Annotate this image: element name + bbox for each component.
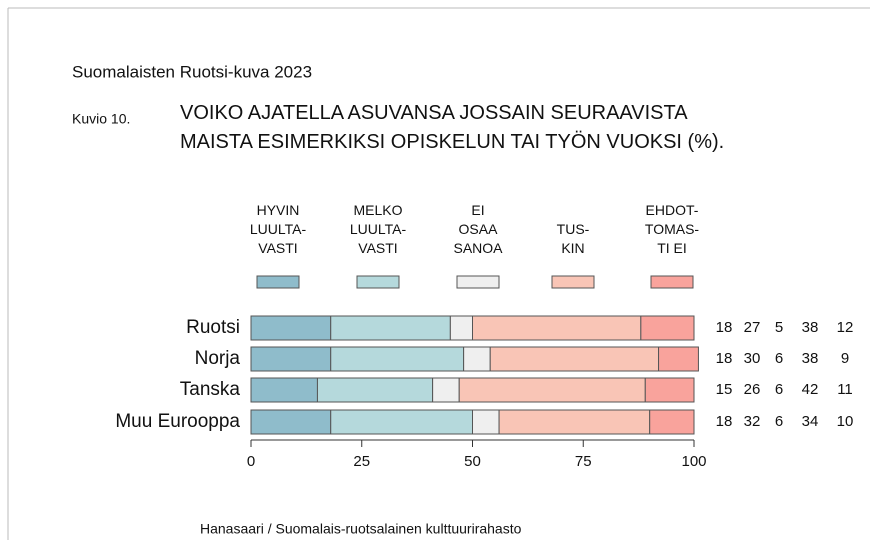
x-tick-label: 75 [575, 453, 592, 470]
value-label: 18 [716, 319, 733, 336]
value-label: 6 [775, 381, 783, 398]
bar-segment [330, 346, 465, 372]
legend-swatch [551, 275, 595, 289]
bar-segment [250, 315, 332, 341]
value-label: 12 [837, 319, 854, 336]
value-label: 18 [716, 350, 733, 367]
value-label: 6 [775, 350, 783, 367]
bar-segment [316, 377, 434, 403]
bar-segment [250, 409, 332, 435]
value-label: 10 [837, 413, 854, 430]
value-label: 27 [744, 319, 761, 336]
figure-label: Kuvio 10. [72, 111, 130, 127]
y-tick-label: Tanska [180, 379, 241, 400]
bar-segment [649, 409, 695, 435]
bar-segment [250, 377, 318, 403]
legend-swatch [256, 275, 300, 289]
legend-label: TUS-KIN [557, 221, 590, 256]
bar-segment [498, 409, 651, 435]
bar-segment [644, 377, 695, 403]
y-tick-label: Muu Eurooppa [115, 411, 240, 432]
value-label: 18 [716, 413, 733, 430]
value-label: 38 [802, 319, 819, 336]
value-label: 34 [802, 413, 819, 430]
bar-segment [463, 346, 491, 372]
value-label: 32 [744, 413, 761, 430]
value-label: 6 [775, 413, 783, 430]
value-label: 42 [802, 381, 819, 398]
legend-swatch [650, 275, 694, 289]
bar-segment [330, 409, 473, 435]
bar-segment [330, 315, 451, 341]
bar-segment [458, 377, 646, 403]
x-tick-label: 25 [353, 453, 370, 470]
x-tick-label: 100 [681, 453, 706, 470]
y-tick-label: Norja [195, 348, 241, 369]
frame [7, 7, 870, 540]
source: Hanasaari / Suomalais-ruotsalainen kultt… [200, 521, 522, 537]
value-label: 38 [802, 350, 819, 367]
subtitle: VOIKO AJATELLA ASUVANSA JOSSAIN SEURAAVI… [180, 102, 724, 153]
chart-title: Suomalaisten Ruotsi-kuva 2023 [72, 62, 312, 81]
value-label: 9 [841, 350, 849, 367]
legend-swatch [456, 275, 500, 289]
bar-segment [432, 377, 460, 403]
bar-segment [250, 346, 332, 372]
legend-label: HYVIN LUULTA-VASTI [250, 202, 307, 256]
legend-label: MELKO LUULTA-VASTI [350, 202, 407, 256]
legend-swatch [356, 275, 400, 289]
x-tick-label: 0 [247, 453, 255, 470]
bar-segment [489, 346, 660, 372]
bar-segment [449, 315, 474, 341]
y-tick-label: Ruotsi [186, 317, 240, 338]
bar-segment [472, 409, 500, 435]
value-label: 11 [837, 381, 853, 398]
value-label: 15 [716, 381, 733, 398]
legend-label: EHDOT-TOMAS-TI EI [645, 202, 700, 256]
bar-segment [472, 315, 642, 341]
bar-segment [658, 346, 699, 372]
value-label: 5 [775, 319, 783, 336]
value-label: 30 [744, 350, 761, 367]
x-tick-label: 50 [464, 453, 481, 470]
bar-segment [640, 315, 695, 341]
value-label: 26 [744, 381, 761, 398]
legend-label: EI OSAA SANOA [453, 202, 503, 256]
